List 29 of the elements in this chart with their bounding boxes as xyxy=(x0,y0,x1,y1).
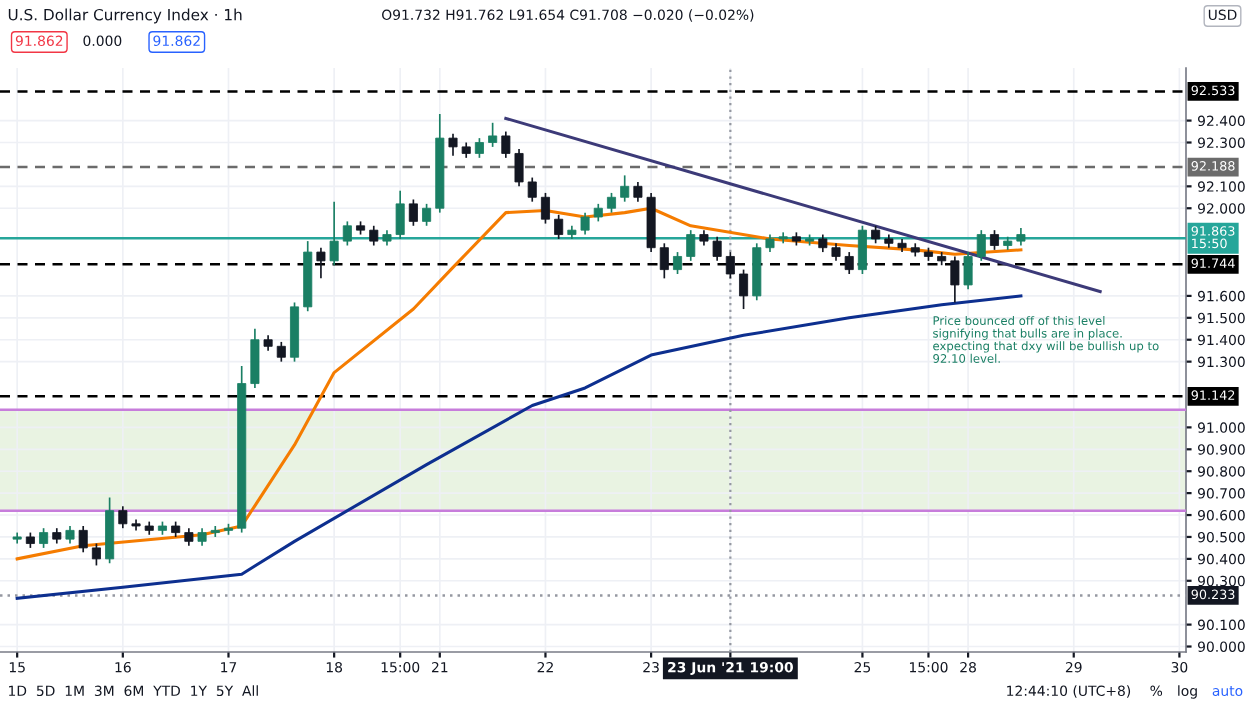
candlestick xyxy=(673,251,683,275)
candlestick xyxy=(725,251,735,280)
candlestick xyxy=(474,137,484,159)
candlestick xyxy=(488,121,498,148)
candlestick xyxy=(527,176,537,203)
candlestick xyxy=(408,198,418,227)
candlestick xyxy=(950,255,960,304)
candlestick xyxy=(963,251,973,291)
candlestick xyxy=(329,200,339,267)
candlestick xyxy=(91,542,101,567)
candlestick xyxy=(316,246,326,280)
candlestick xyxy=(342,220,352,247)
candlestick xyxy=(857,224,867,275)
candlestick xyxy=(989,229,1000,251)
candlestick xyxy=(554,213,564,240)
candlestick xyxy=(606,192,616,214)
candlestick xyxy=(686,229,696,262)
candlestick xyxy=(276,341,286,363)
candlestick xyxy=(39,527,49,549)
candlestick xyxy=(620,174,630,203)
line-series xyxy=(15,294,1023,600)
candlestick xyxy=(369,224,379,247)
candlestick xyxy=(540,192,550,225)
candlestick xyxy=(976,229,986,262)
candlestick xyxy=(422,203,432,227)
candlestick xyxy=(78,525,88,554)
candlestick xyxy=(739,268,749,310)
candlestick xyxy=(250,327,260,389)
candlestick xyxy=(659,242,669,280)
